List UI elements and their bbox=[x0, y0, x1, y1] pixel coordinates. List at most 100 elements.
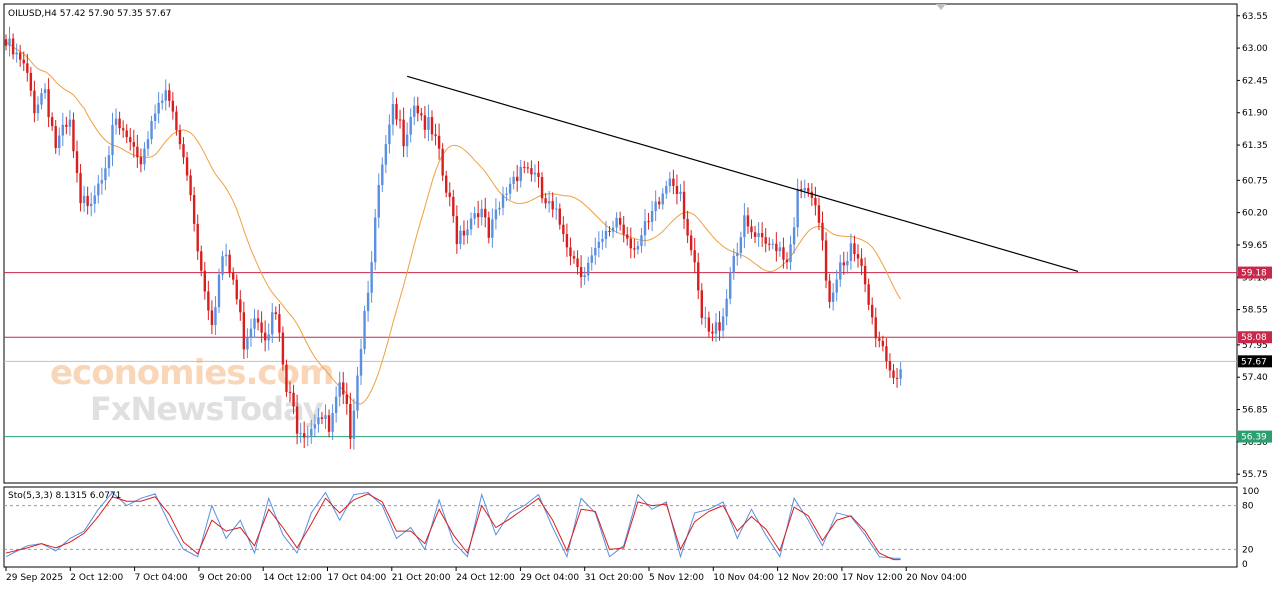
candle-bear bbox=[139, 157, 143, 165]
descending-trendline bbox=[406, 75, 1079, 272]
candle-bull bbox=[739, 237, 743, 254]
candle-bull bbox=[413, 105, 416, 117]
current-price-label: 57.67 bbox=[1241, 357, 1267, 367]
stoch-level-label: 80 bbox=[1242, 502, 1254, 512]
candle-bear bbox=[285, 364, 288, 392]
candle-bear bbox=[629, 238, 632, 249]
candle-bull bbox=[352, 410, 356, 439]
price-tick-label: 58.55 bbox=[1242, 306, 1268, 316]
candle-bear bbox=[775, 243, 778, 252]
candle-bull bbox=[161, 100, 164, 103]
support-price-tag bbox=[1238, 430, 1272, 443]
candle-bull bbox=[90, 203, 93, 207]
candle-bear bbox=[121, 128, 125, 131]
stochastic-label: Sto(5,3,3) 8.1315 6.0771 bbox=[8, 491, 121, 501]
candle-bull bbox=[146, 139, 150, 149]
candle-bull bbox=[501, 194, 505, 208]
candle-bull bbox=[68, 119, 72, 127]
candle-bear bbox=[11, 38, 15, 55]
candle-bear bbox=[292, 392, 295, 407]
time-tick-label: 17 Oct 04:00 bbox=[328, 573, 387, 583]
candle-bear bbox=[824, 240, 828, 281]
candle-bull bbox=[491, 219, 494, 238]
candle-bear bbox=[540, 177, 544, 199]
candle-bull bbox=[61, 124, 64, 136]
candle-bear bbox=[530, 168, 533, 175]
candle-bear bbox=[746, 215, 750, 227]
candle-bear bbox=[26, 63, 29, 73]
stochastic-oscillator bbox=[4, 491, 1237, 561]
stoch-level-label: 20 bbox=[1242, 545, 1254, 555]
candle-bull bbox=[157, 102, 160, 114]
candle-bear bbox=[345, 394, 348, 405]
candle-bull bbox=[849, 243, 853, 262]
candle-bull bbox=[736, 253, 739, 257]
candle-bull bbox=[796, 188, 799, 228]
candle-bull bbox=[792, 227, 796, 245]
candle-bull bbox=[640, 235, 643, 246]
price-tick-label: 61.90 bbox=[1242, 109, 1268, 119]
candle-bear bbox=[79, 173, 82, 204]
candle-bear bbox=[54, 126, 57, 149]
candle-bull bbox=[391, 104, 395, 125]
candle-bull bbox=[331, 413, 334, 432]
candle-bear bbox=[633, 248, 636, 250]
candle-bear bbox=[647, 221, 650, 223]
resistance-price-label: 58.08 bbox=[1241, 333, 1267, 343]
candle-bull bbox=[899, 369, 902, 379]
candle-bear bbox=[196, 223, 199, 252]
candle-bull bbox=[374, 217, 377, 263]
candle-bear bbox=[544, 198, 547, 204]
time-tick-label: 17 Nov 12:00 bbox=[842, 573, 903, 583]
candle-bear bbox=[260, 322, 263, 333]
candle-bull bbox=[597, 241, 601, 248]
candle-bear bbox=[764, 237, 767, 244]
candle-bull bbox=[40, 93, 43, 105]
candle-bear bbox=[693, 250, 696, 263]
candle-bull bbox=[359, 349, 363, 376]
symbol-header: OILUSD,H4 57.42 57.90 57.35 57.67 bbox=[8, 9, 171, 19]
stoch-level-label: 100 bbox=[1242, 487, 1259, 497]
candle-bear bbox=[707, 317, 711, 332]
candle-bull bbox=[299, 433, 302, 435]
candle-bear bbox=[828, 280, 831, 302]
candle-bear bbox=[558, 208, 561, 225]
candle-bear bbox=[885, 346, 888, 362]
candle-bear bbox=[537, 172, 540, 178]
stoch-signal-line bbox=[5, 493, 901, 561]
candle-bull bbox=[104, 168, 107, 181]
price-tick-label: 59.65 bbox=[1242, 241, 1268, 251]
candle-bear bbox=[125, 130, 128, 138]
candle-bull bbox=[757, 233, 760, 237]
candle-bull bbox=[732, 256, 735, 273]
candle-bear bbox=[303, 433, 306, 438]
price-axis: 63.55 63.00 62.45 61.90 61.35 60.75 60.20 59.65… bbox=[1237, 12, 1268, 480]
price-tick-label: 60.20 bbox=[1242, 209, 1268, 219]
candle-bull bbox=[839, 262, 842, 280]
candle-bull bbox=[97, 183, 100, 196]
price-tick-label: 57.40 bbox=[1242, 373, 1268, 383]
price-tick-label: 63.00 bbox=[1242, 44, 1268, 54]
candle-bull bbox=[150, 121, 153, 140]
time-tick-label: 20 Nov 04:00 bbox=[906, 573, 967, 583]
candle-bull bbox=[381, 164, 384, 186]
candle-bull bbox=[725, 298, 728, 317]
candle-bear bbox=[430, 117, 434, 135]
candle-bear bbox=[579, 267, 583, 278]
candle-bear bbox=[182, 144, 185, 158]
candle-bear bbox=[874, 317, 877, 339]
chart-shift-marker-icon[interactable] bbox=[936, 4, 946, 10]
watermark-economies: economies.com bbox=[50, 353, 333, 393]
candle-bear bbox=[658, 201, 661, 205]
candle-bull bbox=[214, 307, 217, 326]
candle-bear bbox=[168, 90, 171, 101]
candle-bear bbox=[288, 391, 292, 393]
trendline-group[interactable] bbox=[406, 75, 1079, 272]
candle-bear bbox=[207, 291, 210, 311]
candle-bull bbox=[611, 227, 615, 232]
candle-bear bbox=[711, 331, 714, 334]
candle-bear bbox=[398, 119, 402, 121]
candle-bear bbox=[203, 270, 206, 292]
candle-bull bbox=[714, 322, 718, 334]
